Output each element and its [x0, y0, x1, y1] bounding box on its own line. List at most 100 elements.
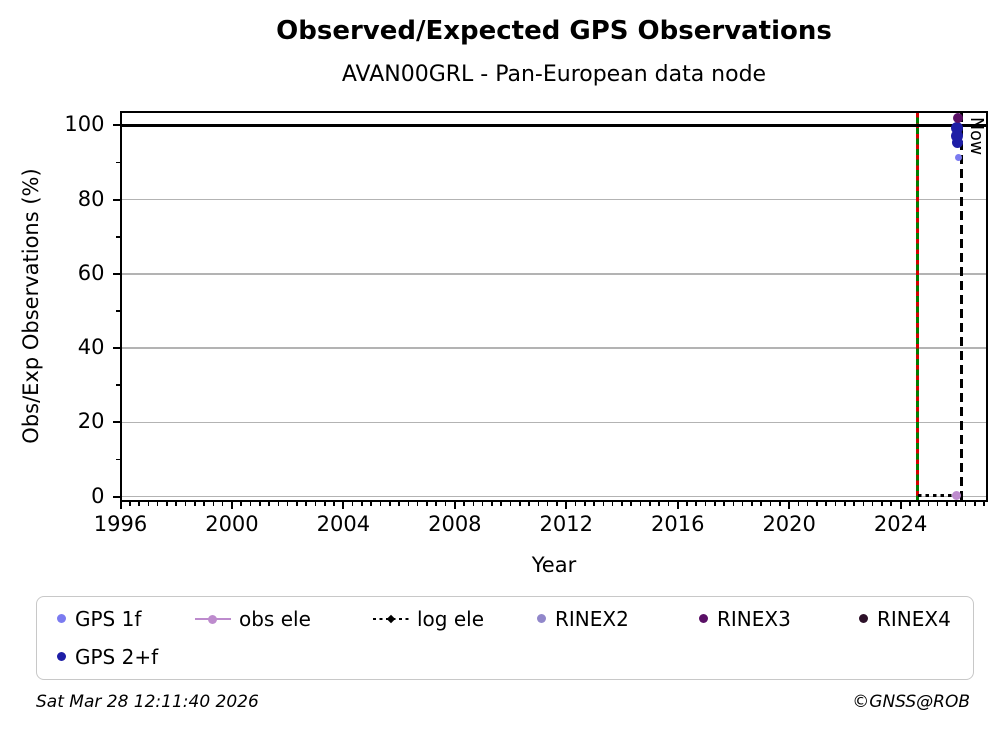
chart-subtitle: AVAN00GRL - Pan-European data node [341, 62, 767, 87]
legend-label: log ele [417, 607, 485, 631]
legend-entry: log ele [373, 605, 484, 633]
credit: ©GNSS@ROB [852, 692, 970, 712]
x-minor-tick [519, 501, 521, 506]
y-major-tick [112, 124, 121, 127]
x-minor-tick [398, 501, 400, 506]
y-gridline [120, 421, 987, 424]
x-minor-tick [658, 501, 660, 506]
x-major-tick [676, 501, 679, 509]
x-minor-tick [361, 501, 363, 506]
y-major-tick [112, 347, 121, 350]
x-minor-tick [909, 501, 911, 506]
x-minor-tick [314, 501, 317, 506]
x-minor-tick [268, 501, 270, 506]
data-point-gps-1f [955, 154, 963, 162]
x-minor-tick [277, 501, 280, 506]
x-minor-tick [574, 501, 577, 506]
data-point-rinex3 [952, 112, 963, 123]
x-minor-tick [611, 501, 614, 506]
x-axis-label: Year [531, 553, 577, 577]
y-minor-tick [115, 310, 121, 312]
x-minor-tick [128, 501, 131, 506]
x-tick-label: 2004 [316, 512, 371, 536]
y-major-tick [112, 495, 121, 498]
y-major-tick [112, 421, 121, 424]
x-minor-tick [695, 501, 698, 506]
x-minor-tick [556, 501, 558, 506]
legend-label: RINEX2 [555, 607, 629, 631]
x-minor-tick [444, 501, 447, 506]
x-minor-tick [704, 501, 707, 506]
x-tick-label: 2000 [205, 512, 259, 536]
x-minor-tick [686, 501, 688, 506]
x-minor-tick [974, 501, 976, 506]
chart-title: Observed/Expected GPS Observations [276, 16, 832, 46]
x-major-tick [119, 501, 122, 509]
y-tick-label: 80 [77, 186, 105, 211]
x-minor-tick [240, 501, 243, 506]
x-minor-tick [862, 501, 865, 506]
x-minor-tick [983, 501, 985, 506]
x-minor-tick [630, 501, 633, 506]
y-tick-label: 100 [64, 112, 105, 137]
x-major-tick [230, 501, 233, 509]
y-minor-tick [115, 384, 121, 386]
legend-entry: GPS 2+f [57, 643, 158, 671]
x-minor-tick [714, 501, 716, 506]
x-minor-tick [621, 501, 623, 506]
dot-marker-icon [859, 614, 869, 624]
x-minor-tick [964, 501, 967, 506]
x-minor-tick [649, 501, 651, 506]
legend-label: RINEX4 [877, 607, 951, 631]
x-minor-tick [871, 501, 874, 506]
x-minor-tick [203, 501, 205, 506]
x-minor-tick [639, 501, 642, 506]
x-minor-tick [806, 501, 809, 506]
x-minor-tick [500, 501, 503, 506]
x-minor-tick [825, 501, 828, 506]
x-minor-tick [584, 501, 586, 506]
x-minor-tick [138, 501, 140, 506]
x-minor-tick [370, 501, 373, 506]
legend-box: GPS 1f obs ele log ele RINEX2 RINEX3 RINEX4 GP… [36, 596, 974, 680]
x-minor-tick [351, 501, 354, 506]
y-gridline [120, 198, 987, 201]
y-gridline [120, 273, 987, 275]
y-minor-tick [115, 235, 121, 238]
y-tick-label: 0 [91, 483, 105, 508]
timestamp: Sat Mar 28 12:11:40 2026 [36, 692, 259, 712]
x-minor-tick [147, 501, 150, 506]
x-tick-label: 1996 [93, 512, 148, 536]
legend-label: obs ele [239, 607, 311, 631]
x-minor-tick [816, 501, 818, 506]
x-minor-tick [323, 501, 326, 506]
data-point-obs-ele [951, 490, 961, 500]
x-minor-tick [296, 501, 298, 506]
x-minor-tick [881, 501, 883, 506]
data-point-gps-2-f [952, 136, 964, 148]
x-major-tick [453, 501, 456, 509]
dotted-line-marker-icon [373, 613, 409, 625]
x-minor-tick [546, 501, 549, 506]
hundred-percent-line [120, 124, 987, 127]
x-minor-tick [602, 501, 605, 506]
x-minor-tick [834, 501, 837, 506]
y-gridline [120, 495, 987, 498]
log-ele-dotted-line [917, 493, 953, 497]
x-minor-tick [797, 501, 800, 506]
x-minor-tick [741, 501, 744, 506]
legend-entry: RINEX4 [859, 605, 951, 633]
x-minor-tick [760, 501, 763, 506]
x-minor-tick [481, 501, 484, 506]
x-tick-label: 2012 [539, 512, 593, 536]
x-minor-tick [258, 501, 261, 506]
plot-frame [119, 111, 988, 502]
x-major-tick [788, 501, 791, 509]
y-minor-tick [115, 161, 121, 164]
legend-label: RINEX3 [717, 607, 791, 631]
x-minor-tick [463, 501, 465, 506]
legend-label: GPS 2+f [75, 645, 159, 669]
x-minor-tick [528, 501, 530, 506]
legend-entry: RINEX2 [537, 605, 629, 633]
